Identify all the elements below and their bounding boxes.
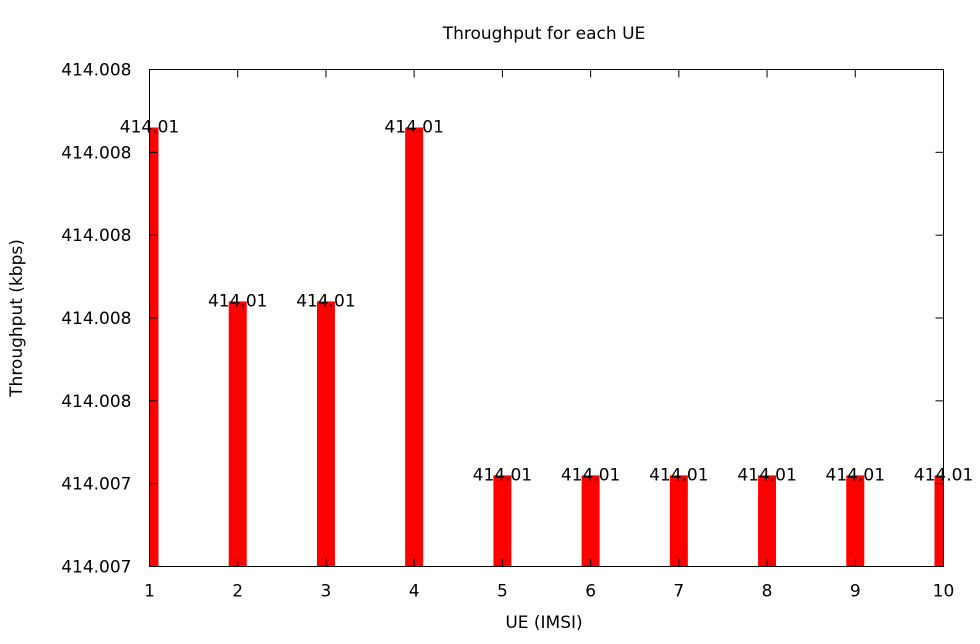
data-label-ue-8: 414.01 [737,465,796,485]
data-label-ue-9: 414.01 [826,465,885,485]
bar-ue-9 [846,475,865,567]
x-tick-label: 5 [497,582,508,602]
x-tick-label: 10 [933,582,955,602]
bar-ue-1 [149,127,159,567]
bar-ue-5 [493,475,512,567]
bar-ue-3 [316,301,335,567]
x-tick-label: 2 [232,582,243,602]
x-tick-label: 3 [321,582,332,602]
y-tick-label: 414.008 [61,226,131,246]
data-labels-layer: 414.01 414.01 414.01 414.01 414.01 414.01 414.… [120,117,973,485]
ticks-layer: 1 2 3 4 5 6 7 8 9 10 414.007 414.007 414.008 414.008 4… [61,61,954,602]
bar-ue-10 [934,475,944,567]
bars-layer [149,127,944,567]
bar-ue-7 [669,475,688,567]
data-label-ue-10: 414.01 [914,465,973,485]
data-label-ue-3: 414.01 [296,291,355,311]
y-tick-label: 414.007 [61,475,131,495]
data-label-ue-1: 414.01 [120,117,179,137]
chart-title: Throughput for each UE [442,24,646,44]
bar-ue-2 [228,301,247,567]
data-label-ue-7: 414.01 [649,465,708,485]
data-label-ue-5: 414.01 [473,465,532,485]
y-tick-label: 414.008 [61,143,131,163]
x-tick-label: 6 [585,582,596,602]
data-label-ue-4: 414.01 [384,117,443,137]
data-label-ue-6: 414.01 [561,465,620,485]
bar-ue-8 [758,475,777,567]
plot-frame [149,69,944,567]
y-tick-label: 414.007 [61,558,131,578]
x-axis-label: UE (IMSI) [505,613,582,633]
bar-ue-6 [581,475,600,567]
y-tick-label: 414.008 [61,392,131,412]
x-tick-label: 7 [673,582,684,602]
y-tick-label: 414.008 [61,309,131,329]
x-tick-label: 1 [144,582,155,602]
x-tick-label: 9 [850,582,861,602]
data-label-ue-2: 414.01 [208,291,267,311]
y-tick-label: 414.008 [61,61,131,81]
bar-ue-4 [405,127,424,567]
y-axis-label: Throughput (kbps) [7,239,27,398]
x-tick-label: 4 [409,582,420,602]
x-tick-label: 8 [762,582,773,602]
